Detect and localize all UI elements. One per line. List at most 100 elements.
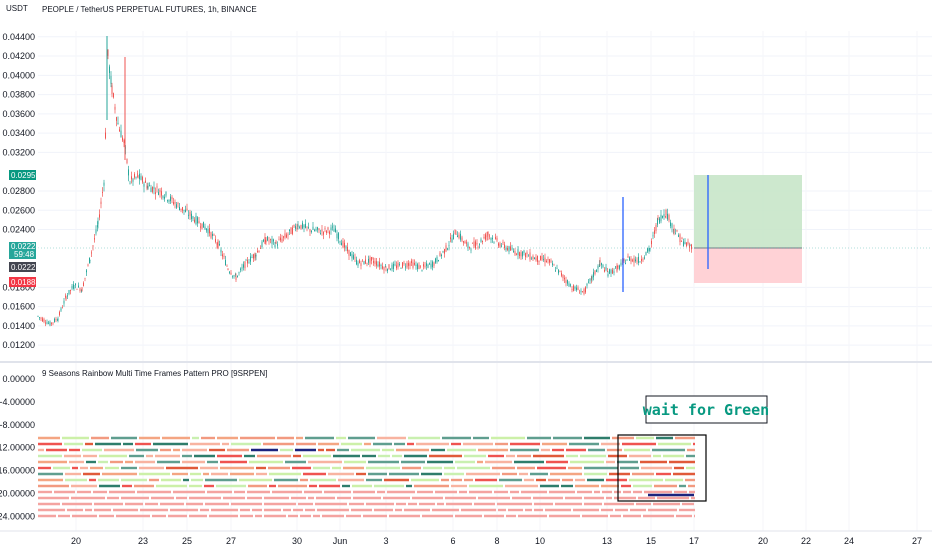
candle-body [59,311,60,316]
candle-body [380,265,382,266]
candle-body [561,273,562,276]
candle-body [87,264,89,266]
candle-body [119,129,120,132]
symbol-title[interactable]: PEOPLE / TetherUS PERPETUAL FUTURES, 1h,… [42,5,257,14]
candle-body [37,315,39,317]
indicator-title[interactable]: 9 Seasons Rainbow Multi Time Frames Patt… [42,369,267,378]
candle-body [55,319,57,321]
candle-body [159,189,161,193]
stop-zone[interactable] [694,248,802,283]
candle-body [442,251,444,253]
indicator-axis[interactable]: 0.00000 -4.00000 -8.00000 -12.00000 -16.0000… [0,374,35,521]
candle-body [60,308,62,311]
candle-body [387,268,388,272]
candle-body [171,197,173,200]
candle-body [89,259,91,261]
indicator-tick-label: -8.00000 [0,420,35,430]
candle-body [217,240,219,248]
candle-body [626,259,628,261]
candle-body [535,257,537,261]
candle-body [317,227,318,230]
candle-body [532,256,534,259]
candle-body [40,317,42,319]
time-tick-label: 30 [292,536,302,546]
candle-body [689,246,690,248]
candle-body [182,207,183,211]
candle-body [502,241,504,243]
candle-body [489,235,490,237]
candle-body [250,256,251,262]
candle-body [439,252,441,256]
candle-body [65,296,67,300]
candle-body [519,252,520,257]
candle-body [555,270,556,272]
candle-body [383,267,385,271]
stop-price-badge: 0.01883 [9,277,40,287]
candle-body [275,241,277,244]
candle-body [314,229,315,231]
candle-body [238,272,240,274]
price-candles[interactable] [37,36,693,327]
candle-body [495,237,496,239]
candle-body [263,239,264,242]
candle-body [102,192,103,193]
candle-body [496,237,498,241]
candle-body [476,243,478,245]
candle-body [86,270,87,273]
candle-body [43,319,45,322]
candle-body [400,268,402,269]
candle-body [99,214,100,218]
candle-body [525,253,526,258]
candle-body [284,233,286,238]
candle-body [435,258,436,263]
candle-body [123,140,125,143]
candle-body [570,284,571,286]
candle-body [357,262,359,266]
candle-body [642,259,644,261]
candle-body [657,217,659,219]
candle-body [233,275,235,277]
candle-body [463,241,464,243]
highlight-box[interactable] [617,434,707,502]
candle-body [200,226,201,228]
time-tick-label: 25 [182,536,192,546]
candle-body [641,258,642,261]
candle-body [591,276,593,279]
candle-body [659,218,660,223]
candle-body [501,245,502,247]
candle-body [235,274,236,275]
candle-body [356,259,357,265]
candle-body [574,286,576,289]
candle-body [544,257,546,263]
candle-body [505,247,507,251]
candle-body [327,227,329,230]
indicator-tick-label: -20.00000 [0,488,35,498]
candle-body [627,256,629,258]
candle-body [68,289,70,295]
candle-body [290,227,292,235]
candle-body [366,262,368,264]
candle-body [438,260,439,262]
candle-body [667,213,668,220]
candle-body [473,241,475,247]
candle-body [573,285,574,291]
time-axis[interactable]: 20 23 25 27 30 Jun 3 6 8 10 13 15 17 20 22 24 27 [71,536,922,546]
candle-body [681,238,683,239]
candle-body [268,240,270,242]
price-axis[interactable]: 0.04400 0.04200 0.04000 0.03800 0.03600 0.034… [2,32,35,350]
candle-body [467,243,469,248]
candle-body [143,183,145,187]
candle-body [312,226,314,230]
candle-body [150,187,152,193]
annotation-note[interactable]: wait for Green [643,395,769,424]
target-zone[interactable] [694,175,802,248]
candle-body [441,254,442,257]
candle-body [306,226,308,228]
candle-body [492,237,493,240]
candle-body [174,201,176,204]
rainbow-bands [38,436,695,518]
candle-body [670,222,671,227]
candle-body [251,257,253,259]
candle-body [265,239,267,243]
